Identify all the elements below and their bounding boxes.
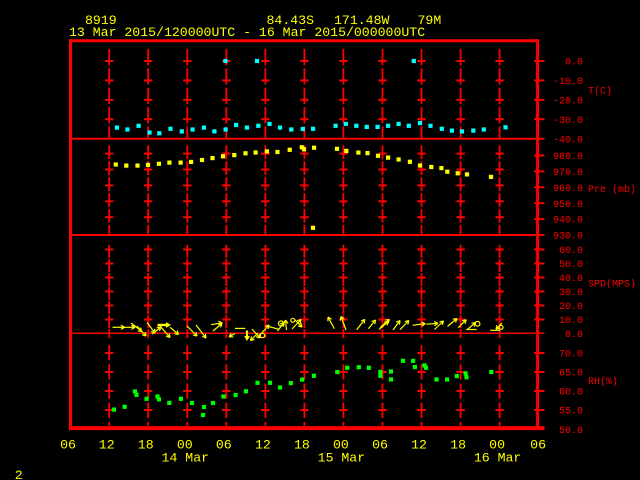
svg-text:06: 06 — [372, 438, 388, 453]
svg-text:8919: 8919 — [85, 13, 117, 28]
svg-text:18: 18 — [450, 438, 466, 453]
svg-text:18: 18 — [138, 438, 154, 453]
svg-text:55.0: 55.0 — [559, 407, 583, 418]
svg-text:T(C): T(C) — [588, 86, 612, 98]
svg-text:960.0: 960.0 — [553, 184, 583, 195]
svg-text:40.0: 40.0 — [559, 274, 583, 285]
svg-text:171.48W: 171.48W — [334, 13, 389, 28]
svg-text:65.0: 65.0 — [559, 369, 583, 380]
svg-text:-10.0: -10.0 — [553, 77, 583, 88]
svg-text:0.0: 0.0 — [565, 330, 583, 341]
svg-text:06: 06 — [530, 438, 546, 453]
svg-text:16 Mar: 16 Mar — [474, 451, 521, 466]
svg-text:14 Mar: 14 Mar — [162, 451, 209, 466]
svg-text:12: 12 — [255, 438, 271, 453]
svg-text:13 Mar 2015/120000UTC - 16 Mar: 13 Mar 2015/120000UTC - 16 Mar 2015/0000… — [69, 25, 425, 40]
svg-text:RH(%): RH(%) — [588, 376, 618, 388]
svg-text:970.0: 970.0 — [553, 168, 583, 179]
svg-text:-30.0: -30.0 — [553, 116, 583, 127]
svg-text:10.0: 10.0 — [559, 316, 583, 327]
svg-text:12: 12 — [411, 438, 427, 453]
svg-text:50.0: 50.0 — [559, 426, 583, 437]
svg-text:18: 18 — [294, 438, 310, 453]
svg-text:0.0: 0.0 — [565, 58, 583, 69]
svg-text:00: 00 — [177, 438, 193, 453]
svg-text:50.0: 50.0 — [559, 260, 583, 271]
svg-text:84.43S: 84.43S — [267, 13, 315, 28]
svg-text:00: 00 — [489, 438, 505, 453]
svg-text:70.0: 70.0 — [559, 350, 583, 361]
svg-text:60.0: 60.0 — [559, 388, 583, 399]
svg-text:15 Mar: 15 Mar — [318, 451, 365, 466]
svg-text:SPD(MPS): SPD(MPS) — [588, 279, 636, 291]
svg-text:30.0: 30.0 — [559, 288, 583, 299]
svg-text:950.0: 950.0 — [553, 200, 583, 211]
svg-text:12: 12 — [99, 438, 115, 453]
svg-text:930.0: 930.0 — [553, 232, 583, 243]
svg-text:60.0: 60.0 — [559, 246, 583, 257]
svg-text:00: 00 — [333, 438, 349, 453]
svg-text:06: 06 — [216, 438, 232, 453]
svg-text:20.0: 20.0 — [559, 302, 583, 313]
svg-text:79M: 79M — [418, 13, 442, 28]
svg-text:2: 2 — [15, 468, 23, 480]
svg-text:980.0: 980.0 — [553, 152, 583, 163]
svg-text:06: 06 — [60, 438, 76, 453]
svg-text:940.0: 940.0 — [553, 216, 583, 227]
svg-text:-40.0: -40.0 — [553, 135, 583, 146]
svg-text:-20.0: -20.0 — [553, 96, 583, 107]
svg-text:Pre (mb): Pre (mb) — [588, 184, 636, 196]
